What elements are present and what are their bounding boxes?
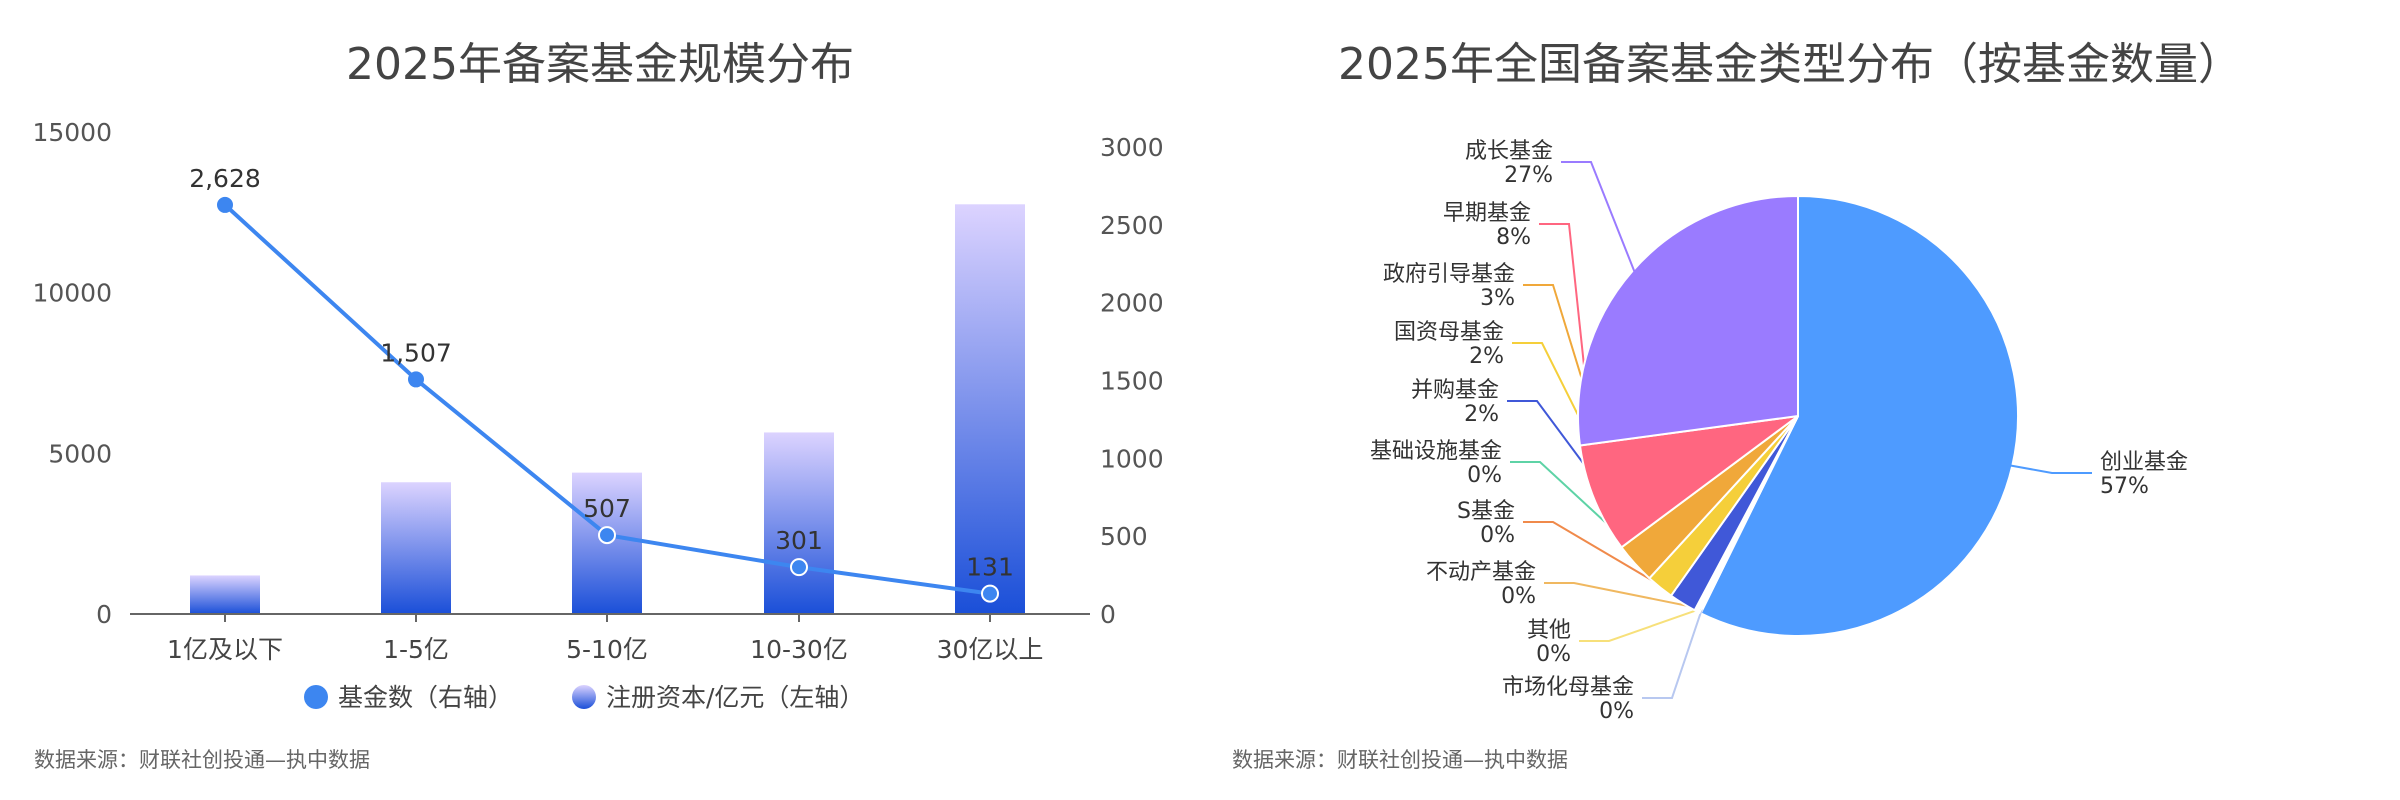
- bar: [190, 575, 260, 614]
- x-tick-label: 30亿以上: [937, 635, 1044, 664]
- line-point: [217, 196, 233, 213]
- x-tick-label: 10-30亿: [750, 635, 848, 664]
- pie-label-pct: 0%: [1536, 642, 1571, 667]
- x-tick-label: 1亿及以下: [167, 635, 283, 664]
- legend-bar-label: 注册资本/亿元（左轴）: [606, 683, 864, 712]
- pie-label-name: 国资母基金: [1394, 320, 1504, 345]
- pie-label-pct: 27%: [1504, 163, 1553, 188]
- right-axis-tick: 1500: [1100, 367, 1164, 396]
- line-point: [598, 526, 616, 545]
- data-label: 1,507: [380, 338, 452, 367]
- pie-label-name: 创业基金: [2100, 450, 2188, 475]
- left-axis-tick: 10000: [32, 279, 112, 308]
- right-axis-tick: 3000: [1100, 133, 1164, 162]
- left-source: 数据来源：财联社创投通—执中数据: [34, 748, 370, 772]
- pie-label-name: 市场化母基金: [1502, 675, 1634, 700]
- pie-label-pct: 0%: [1467, 463, 1502, 488]
- data-label: 507: [583, 494, 631, 523]
- pie-label-name: S基金: [1457, 499, 1515, 524]
- right-axis-tick: 500: [1100, 522, 1148, 551]
- data-label: 301: [775, 526, 823, 555]
- line-point: [981, 584, 999, 603]
- line-point: [408, 371, 424, 388]
- left-axis-tick: 5000: [48, 439, 112, 468]
- pie-label-pct: 3%: [1480, 286, 1515, 311]
- pie-label-pct: 0%: [1599, 699, 1634, 724]
- left-chart-title: 2025年备案基金规模分布: [346, 39, 854, 90]
- right-source: 数据来源：财联社创投通—执中数据: [1232, 748, 1568, 772]
- line-point: [790, 558, 808, 577]
- data-label: 2,628: [189, 164, 261, 193]
- pie-label-name: 政府引导基金: [1383, 262, 1515, 287]
- right-axis-tick: 1000: [1100, 444, 1164, 473]
- pie-label-pct: 2%: [1469, 344, 1504, 369]
- right-axis-tick: 2500: [1100, 211, 1164, 240]
- pie-label-name: 不动产基金: [1426, 560, 1536, 585]
- bar: [764, 432, 834, 614]
- bar: [381, 482, 451, 614]
- leader-line: [1642, 609, 1703, 699]
- bar: [955, 204, 1025, 615]
- pie-label-pct: 0%: [1480, 523, 1515, 548]
- legend-line-swatch: [304, 685, 328, 709]
- leader-line: [2008, 464, 2092, 474]
- pie-label-name: 其他: [1527, 618, 1571, 643]
- pie-label-name: 早期基金: [1443, 201, 1531, 226]
- pie-label-pct: 0%: [1501, 584, 1536, 609]
- leader-line: [1579, 607, 1701, 642]
- right-chart-title: 2025年全国备案基金类型分布（按基金数量）: [1338, 39, 2242, 90]
- pie-slice: [1577, 194, 1799, 447]
- legend-bar-swatch: [572, 685, 596, 709]
- pie-slice: [1578, 415, 1799, 549]
- right-axis-tick: 2000: [1100, 289, 1164, 318]
- pie-label-name: 基础设施基金: [1370, 439, 1502, 464]
- leader-line: [1544, 582, 1700, 610]
- legend-line-label: 基金数（右轴）: [338, 683, 513, 712]
- data-label: 131: [966, 553, 1014, 582]
- x-tick-label: 1-5亿: [383, 635, 449, 664]
- pie-label-pct: 8%: [1496, 225, 1531, 250]
- pie-label-name: 成长基金: [1465, 139, 1553, 164]
- right-axis-tick: 0: [1100, 600, 1116, 629]
- leader-line: [1561, 161, 1637, 275]
- pie-label-name: 并购基金: [1411, 378, 1499, 403]
- left-axis-tick: 0: [96, 600, 112, 629]
- pie-label-pct: 2%: [1464, 402, 1499, 427]
- pie-label-pct: 57%: [2100, 474, 2149, 499]
- left-axis-tick: 15000: [32, 118, 112, 147]
- x-tick-label: 5-10亿: [566, 635, 648, 664]
